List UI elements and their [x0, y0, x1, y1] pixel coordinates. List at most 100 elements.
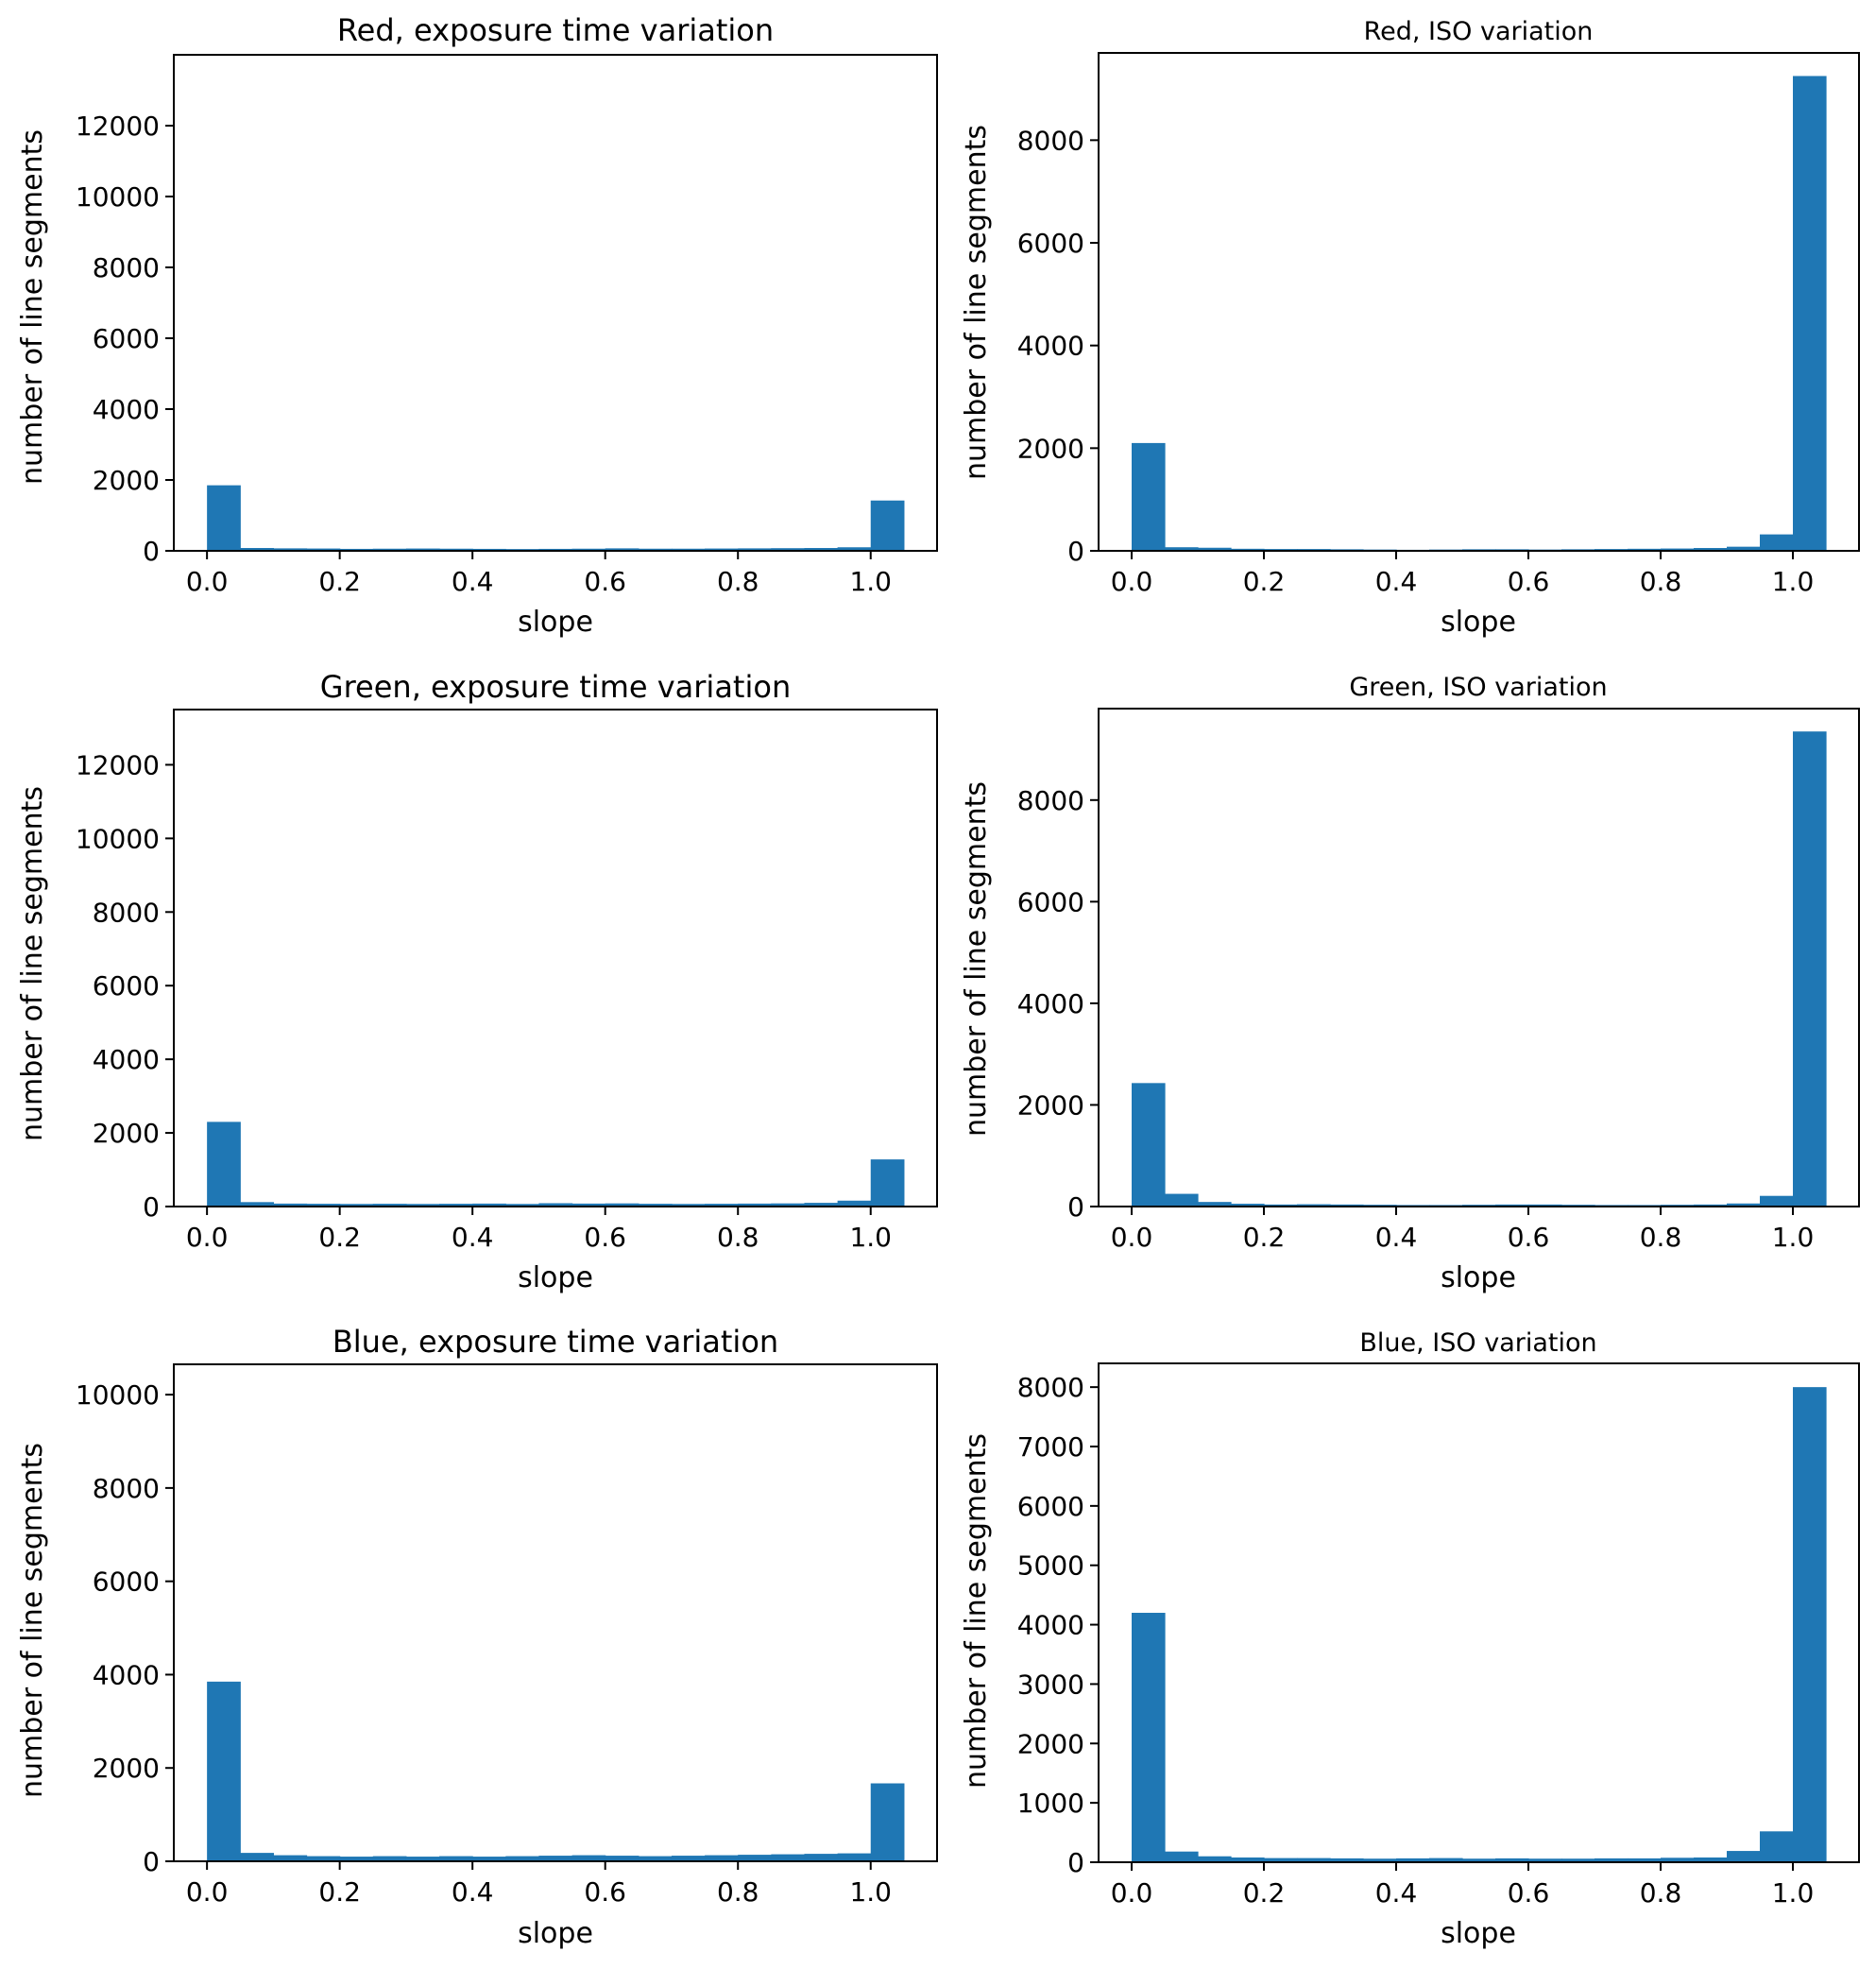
- y-tick-label: 12000: [76, 749, 160, 780]
- y-tick-label: 6000: [1017, 228, 1084, 259]
- x-tick-label: 0.2: [1243, 1222, 1286, 1253]
- histogram-bar: [372, 1204, 407, 1207]
- y-tick-label: 0: [1067, 1847, 1084, 1878]
- plot-frame: [173, 54, 938, 552]
- y-tick-label: 6000: [93, 970, 160, 1002]
- histogram-bar: [1165, 1193, 1199, 1207]
- plot-frame: [173, 1363, 938, 1862]
- plot-frame: [1098, 52, 1860, 552]
- panel-title: Red, exposure time variation: [337, 12, 774, 48]
- x-tick-label: 0.6: [584, 566, 626, 597]
- histogram-bar: [207, 1121, 241, 1207]
- histogram-bar: [1132, 1083, 1166, 1207]
- y-tick-label: 2000: [93, 1753, 160, 1784]
- y-tick-label: 3000: [1017, 1669, 1084, 1700]
- histogram-bar: [837, 1853, 872, 1861]
- x-tick-label: 0.6: [584, 1222, 626, 1253]
- histogram-bar: [671, 1204, 706, 1207]
- panel-title: Blue, ISO variation: [1359, 1328, 1596, 1358]
- histogram-bar: [240, 1853, 274, 1861]
- histogram-bar: [1727, 1851, 1761, 1862]
- histogram-bar: [306, 1856, 341, 1861]
- y-tick-label: 8000: [1017, 1372, 1084, 1403]
- histogram-bar: [1694, 1204, 1728, 1207]
- plot-frame: [173, 709, 938, 1207]
- histogram-bar: [472, 548, 506, 551]
- histogram-bar: [1727, 546, 1761, 551]
- histogram-bar: [671, 548, 706, 551]
- y-tick-label: 0: [1067, 536, 1084, 567]
- bar-group: [1132, 1387, 1827, 1862]
- y-tick-label: 0: [143, 1846, 160, 1877]
- y-tick-label: 12000: [76, 111, 160, 142]
- histogram-bar: [472, 1203, 506, 1207]
- panel-green-iso: Green, ISO variation slope number of lin…: [960, 673, 1860, 1294]
- x-tick-label: 0.2: [1243, 566, 1286, 597]
- histogram-bar: [1760, 1195, 1794, 1207]
- x-tick-label: 0.2: [1243, 1877, 1286, 1909]
- x-axis-label: slope: [1441, 606, 1516, 639]
- y-tick-label: 10000: [76, 181, 160, 213]
- histogram-bar: [1363, 1858, 1397, 1862]
- y-axis-label: number of line segments: [16, 129, 49, 485]
- histogram-bar: [439, 1204, 473, 1207]
- y-axis-label: number of line segments: [16, 1443, 49, 1798]
- y-axis-label: number of line segments: [16, 786, 49, 1141]
- y-tick-label: 5000: [1017, 1550, 1084, 1582]
- histogram-bar: [339, 548, 374, 551]
- y-tick-label: 8000: [1017, 785, 1084, 816]
- panel-title: Blue, exposure time variation: [333, 1324, 778, 1360]
- histogram-bar: [1727, 1203, 1761, 1207]
- y-tick-label: 6000: [93, 323, 160, 354]
- y-tick-label: 4000: [1017, 331, 1084, 362]
- x-ticks: 0.0 0.2 0.4 0.6 0.8 1.0: [1111, 1207, 1814, 1253]
- x-tick-label: 0.4: [452, 1876, 494, 1908]
- histogram-bar: [1528, 1858, 1562, 1862]
- x-tick-label: 0.8: [717, 566, 759, 597]
- x-tick-label: 0.0: [1111, 1877, 1153, 1909]
- histogram-bar: [605, 1856, 640, 1861]
- panel-green-exposure: Green, exposure time variation slope num…: [16, 669, 938, 1294]
- x-axis-label: slope: [1441, 1917, 1516, 1950]
- histogram-bar: [439, 548, 473, 551]
- histogram-bar: [1297, 1204, 1331, 1207]
- panel-red-iso: Red, ISO variation slope number of line …: [960, 17, 1860, 639]
- histogram-bar: [273, 1203, 308, 1207]
- histogram-bar: [1561, 1858, 1595, 1862]
- y-ticks: 0 2000 4000 6000 8000: [1017, 785, 1099, 1223]
- histogram-bar: [472, 1857, 506, 1861]
- histogram-bar: [571, 1203, 606, 1207]
- histogram-bar: [339, 1204, 374, 1207]
- bar-group: [207, 1121, 905, 1207]
- histogram-bar: [1429, 1858, 1463, 1862]
- histogram-bar: [1793, 731, 1827, 1207]
- x-tick-label: 0.0: [186, 566, 229, 597]
- histogram-bar: [638, 1856, 673, 1861]
- histogram-bar: [605, 1203, 640, 1207]
- histogram-bar: [240, 1202, 274, 1207]
- histogram-bar: [1165, 547, 1199, 551]
- x-axis-label: slope: [518, 1261, 593, 1294]
- x-tick-label: 0.0: [186, 1876, 229, 1908]
- histogram-bar: [671, 1856, 706, 1861]
- histogram-bar: [1165, 1851, 1199, 1862]
- x-axis-label: slope: [518, 1917, 593, 1950]
- histogram-bar: [804, 548, 839, 551]
- panel-title: Red, ISO variation: [1364, 17, 1594, 46]
- histogram-bar: [1462, 1858, 1496, 1862]
- y-tick-label: 4000: [93, 1044, 160, 1075]
- x-tick-label: 0.8: [717, 1876, 759, 1908]
- x-tick-label: 0.8: [717, 1222, 759, 1253]
- y-tick-label: 8000: [93, 252, 160, 283]
- x-tick-label: 0.6: [1508, 566, 1550, 597]
- y-tick-label: 8000: [93, 897, 160, 928]
- histogram-bar: [1231, 1204, 1265, 1207]
- histogram-bar: [804, 1854, 839, 1861]
- histogram-bar: [1297, 1858, 1331, 1862]
- x-tick-label: 1.0: [1772, 566, 1815, 597]
- histogram-bar: [439, 1856, 473, 1861]
- y-tick-label: 8000: [93, 1473, 160, 1504]
- bar-group: [1132, 731, 1827, 1207]
- y-tick-label: 0: [143, 536, 160, 567]
